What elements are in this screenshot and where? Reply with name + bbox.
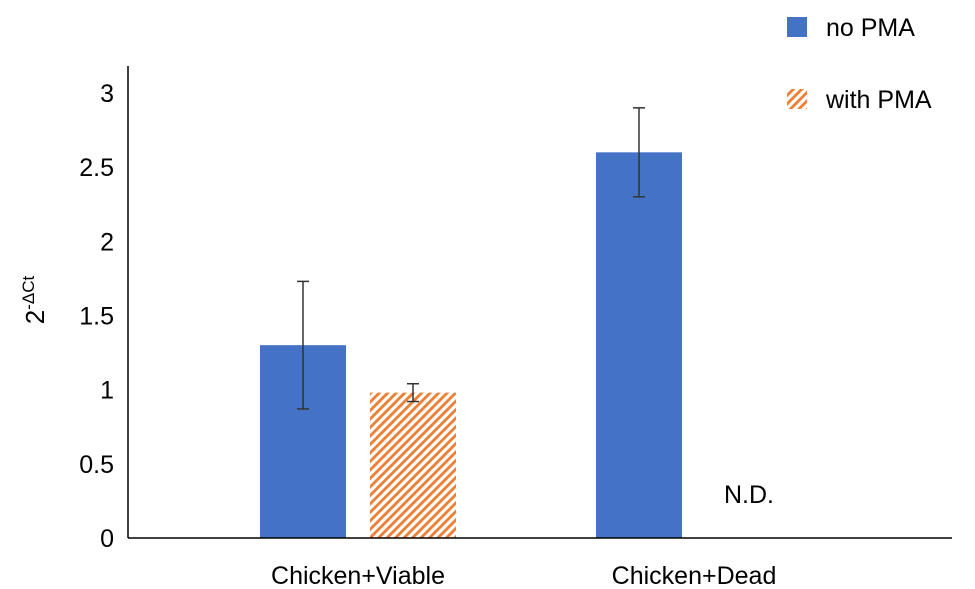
error-bar — [407, 382, 419, 403]
y-axis-label-superscript: -ΔCt — [19, 275, 38, 309]
legend-label-with-pma: with PMA — [825, 86, 932, 114]
x-axis-categories: Chicken+Viable Chicken+Dead — [271, 562, 776, 589]
x-category-label: Chicken+Viable — [271, 562, 445, 589]
y-tick-label: 1 — [100, 377, 114, 405]
bar-with-pma-chicken-viable — [370, 392, 456, 538]
legend-swatch-no-pma — [787, 17, 807, 37]
x-category-label: Chicken+Dead — [612, 562, 777, 589]
error-bar — [633, 107, 645, 198]
y-axis-label-base: 2 — [20, 310, 50, 324]
error-bar — [297, 280, 309, 410]
y-tick-label: 2.5 — [79, 154, 114, 182]
y-axis-ticks: 0 0.5 1 1.5 2 2.5 3 — [79, 80, 114, 553]
y-tick-label: 0.5 — [79, 451, 114, 479]
legend: no PMA with PMA — [787, 14, 932, 114]
error-bars — [297, 107, 645, 410]
not-detected-annotation: N.D. — [724, 481, 774, 509]
bar-no-pma-chicken-dead — [596, 152, 682, 539]
y-tick-label: 1.5 — [79, 303, 114, 331]
bars — [260, 152, 682, 539]
legend-swatch-with-pma — [787, 89, 807, 109]
y-tick-label: 2 — [100, 228, 114, 256]
y-tick-label: 3 — [100, 80, 114, 108]
y-tick-label: 0 — [100, 525, 114, 553]
legend-label-no-pma: no PMA — [826, 14, 915, 42]
y-axis-label: 2-ΔCt — [19, 275, 50, 324]
